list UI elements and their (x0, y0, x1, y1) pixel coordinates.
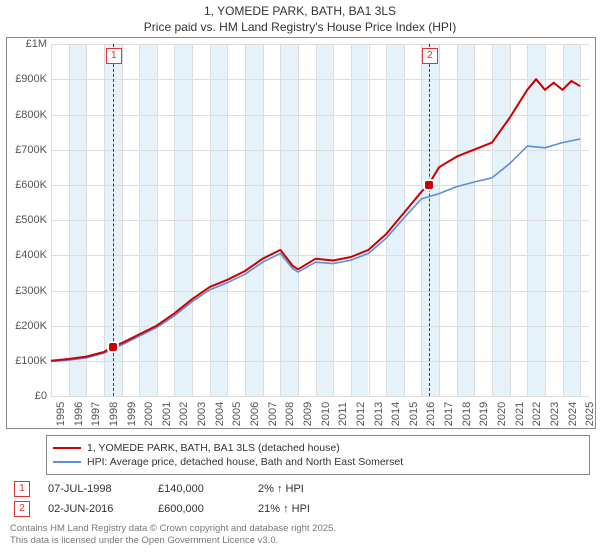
x-tick-label: 2001 (161, 402, 173, 426)
marker-row-date: 02-JUN-2016 (48, 503, 158, 515)
x-tick-label: 2013 (373, 402, 385, 426)
marker-table: 1 07-JUL-1998£140,0002% ↑ HPI 2 02-JUN-2016… (10, 481, 590, 517)
legend-swatch (53, 461, 81, 463)
legend-item: 1, YOMEDE PARK, BATH, BA1 3LS (detached … (53, 442, 583, 454)
marker-box: 1 (106, 48, 122, 64)
x-tick-label: 2009 (302, 402, 314, 426)
legend: 1, YOMEDE PARK, BATH, BA1 3LS (detached … (46, 435, 590, 475)
title-line2: Price paid vs. HM Land Registry's House … (0, 20, 600, 36)
legend-label: 1, YOMEDE PARK, BATH, BA1 3LS (detached … (87, 442, 340, 454)
series-price_paid (51, 79, 580, 361)
x-tick-label: 2006 (249, 402, 261, 426)
marker-row-pct: 2% ↑ HPI (258, 483, 378, 495)
x-tick-label: 2004 (214, 402, 226, 426)
x-tick-label: 1999 (126, 402, 138, 426)
y-tick-label: £900K (9, 73, 47, 85)
x-tick-label: 2002 (178, 402, 190, 426)
y-tick-label: £300K (9, 285, 47, 297)
x-tick-label: 2003 (196, 402, 208, 426)
x-tick-label: 1995 (55, 402, 67, 426)
y-tick-label: £800K (9, 109, 47, 121)
x-tick-label: 2022 (531, 402, 543, 426)
y-tick-label: £700K (9, 144, 47, 156)
x-tick-label: 1998 (108, 402, 120, 426)
marker-row-date: 07-JUL-1998 (48, 483, 158, 495)
footer-line1: Contains HM Land Registry data © Crown c… (10, 523, 590, 535)
marker-row: 1 07-JUL-1998£140,0002% ↑ HPI (10, 481, 590, 497)
legend-item: HPI: Average price, detached house, Bath… (53, 456, 583, 468)
footer-line2: This data is licensed under the Open Gov… (10, 535, 590, 547)
marker-row-pct: 21% ↑ HPI (258, 503, 378, 515)
x-tick-label: 1997 (90, 402, 102, 426)
chart-container: 12 1995199619971998199920002001200220032… (6, 37, 596, 429)
y-tick-label: £400K (9, 249, 47, 261)
x-tick-label: 2011 (337, 402, 349, 426)
marker-row-price: £140,000 (158, 483, 258, 495)
y-tick-label: £200K (9, 320, 47, 332)
marker-row-price: £600,000 (158, 503, 258, 515)
footer-text: Contains HM Land Registry data © Crown c… (10, 523, 590, 547)
plot-area: 12 (51, 44, 589, 396)
x-tick-label: 2017 (443, 402, 455, 426)
chart-title: 1, YOMEDE PARK, BATH, BA1 3LS Price paid… (0, 0, 600, 35)
x-tick-label: 1996 (73, 402, 85, 426)
marker-dot (423, 179, 435, 191)
x-tick-label: 2016 (425, 402, 437, 426)
x-tick-label: 2000 (143, 402, 155, 426)
y-tick-label: £600K (9, 179, 47, 191)
y-tick-label: £0 (9, 390, 47, 402)
legend-swatch (53, 447, 81, 449)
x-tick-label: 2005 (231, 402, 243, 426)
x-tick-label: 2019 (478, 402, 490, 426)
marker-row-box: 1 (14, 481, 30, 497)
x-tick-label: 2014 (390, 402, 402, 426)
series-svg (51, 44, 589, 396)
marker-dot (107, 341, 119, 353)
x-tick-label: 2025 (584, 402, 596, 426)
x-tick-label: 2023 (549, 402, 561, 426)
x-tick-label: 2020 (496, 402, 508, 426)
marker-box: 2 (422, 48, 438, 64)
y-tick-label: £100K (9, 355, 47, 367)
series-hpi (51, 139, 580, 362)
x-tick-label: 2012 (355, 402, 367, 426)
x-tick-label: 2024 (567, 402, 579, 426)
x-tick-label: 2018 (461, 402, 473, 426)
x-tick-label: 2021 (514, 402, 526, 426)
x-tick-label: 2015 (408, 402, 420, 426)
x-tick-label: 2007 (267, 402, 279, 426)
x-tick-label: 2008 (284, 402, 296, 426)
marker-row: 2 02-JUN-2016£600,00021% ↑ HPI (10, 501, 590, 517)
y-tick-label: £500K (9, 214, 47, 226)
legend-label: HPI: Average price, detached house, Bath… (87, 456, 403, 468)
x-tick-label: 2010 (320, 402, 332, 426)
y-tick-label: £1M (9, 38, 47, 50)
title-line1: 1, YOMEDE PARK, BATH, BA1 3LS (0, 4, 600, 20)
marker-row-box: 2 (14, 501, 30, 517)
